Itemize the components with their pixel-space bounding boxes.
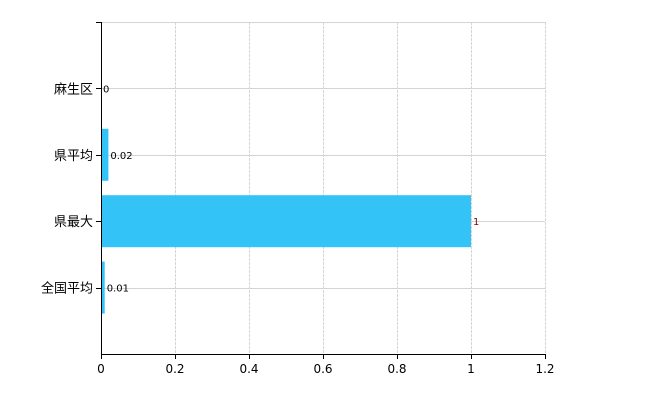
bar — [101, 261, 105, 314]
category-label: 麻生区 — [54, 82, 93, 97]
x-tick-label: 0.4 — [239, 362, 258, 376]
data-label: 1 — [473, 217, 479, 228]
x-tick-label: 0.6 — [313, 362, 332, 376]
bar — [101, 195, 471, 248]
bar — [101, 128, 109, 181]
x-tick-label: 0 — [97, 362, 105, 376]
x-tick-label: 1.2 — [535, 362, 554, 376]
x-tick-label: 0.2 — [165, 362, 184, 376]
data-label: 0.02 — [110, 151, 132, 162]
x-tick-label: 0.8 — [387, 362, 406, 376]
data-label: 0 — [103, 84, 109, 95]
category-label: 県平均 — [54, 149, 93, 164]
category-label: 県最大 — [54, 215, 93, 230]
data-label: 0.01 — [107, 284, 129, 295]
category-label: 全国平均 — [41, 281, 93, 297]
x-tick-label: 1 — [467, 362, 475, 376]
